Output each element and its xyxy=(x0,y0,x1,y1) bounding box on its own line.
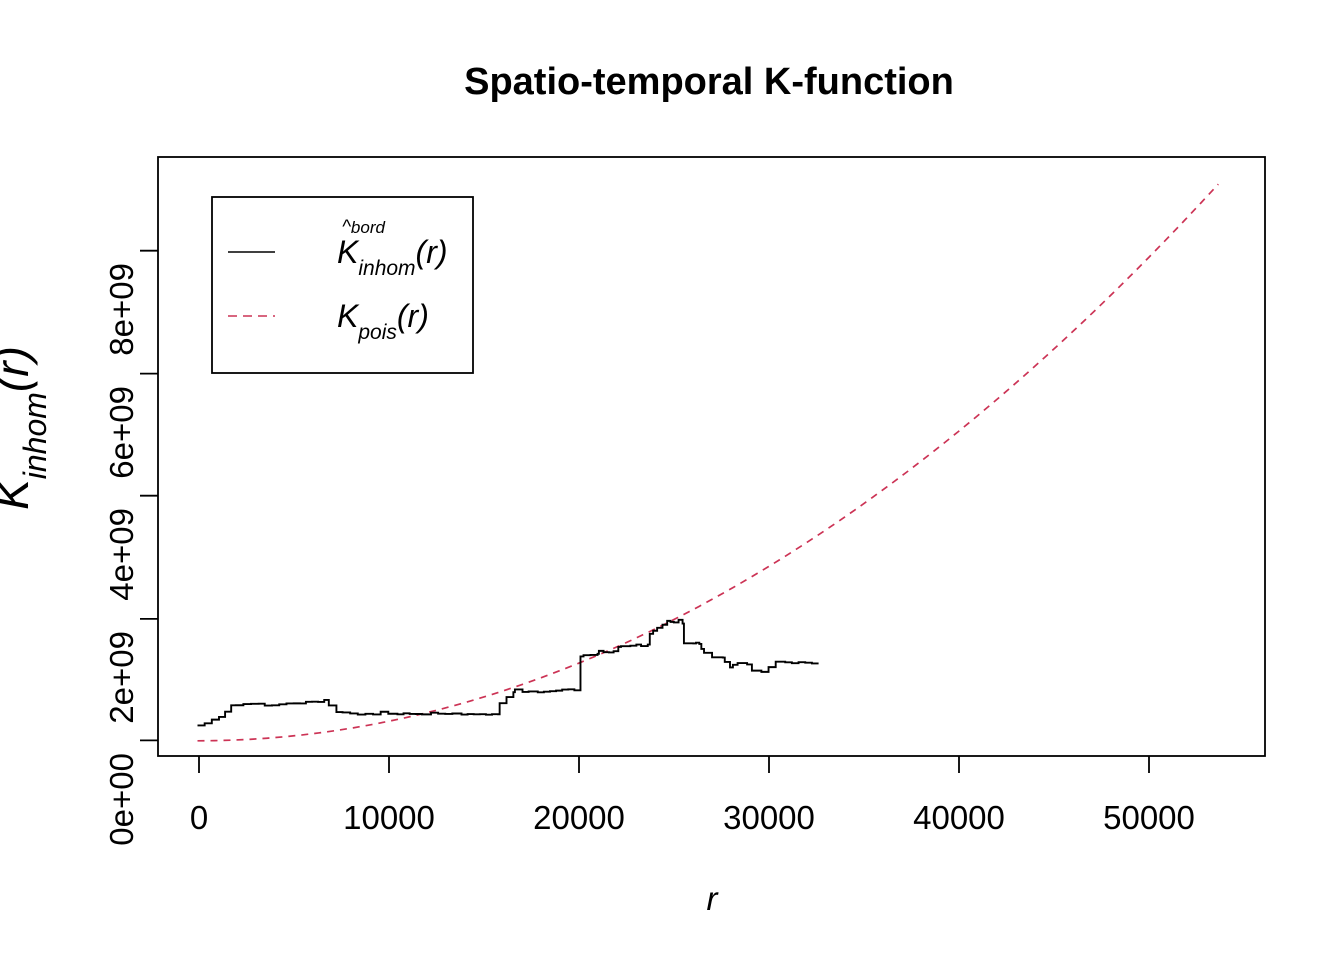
svg-text:10000: 10000 xyxy=(343,799,435,836)
svg-text:Kinhom(r): Kinhom(r) xyxy=(0,346,53,510)
svg-text:30000: 30000 xyxy=(723,799,815,836)
svg-text:6e+09: 6e+09 xyxy=(103,386,140,479)
svg-text:4e+09: 4e+09 xyxy=(103,508,140,601)
svg-text:2e+09: 2e+09 xyxy=(103,631,140,724)
svg-text:0: 0 xyxy=(190,799,208,836)
svg-text:8e+09: 8e+09 xyxy=(103,263,140,356)
svg-text:20000: 20000 xyxy=(533,799,625,836)
svg-text:Spatio-temporal K-function: Spatio-temporal K-function xyxy=(464,61,954,103)
svg-text:50000: 50000 xyxy=(1103,799,1195,836)
svg-text:r: r xyxy=(707,880,720,917)
svg-text:40000: 40000 xyxy=(913,799,1005,836)
svg-text:0e+00: 0e+00 xyxy=(103,753,140,846)
